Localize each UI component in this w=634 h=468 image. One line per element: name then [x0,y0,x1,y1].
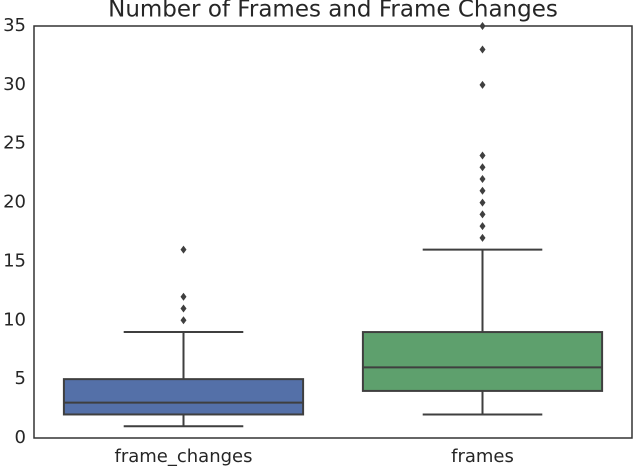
y-tick-label: 0 [15,427,26,448]
flier [479,22,486,30]
y-tick-label: 20 [3,192,26,213]
flier [180,245,187,254]
plot-frame [33,25,633,439]
y-tick-label: 15 [3,250,26,271]
chart-title: Number of Frames and Frame Changes [108,0,558,23]
box [62,378,305,416]
flier [180,292,187,301]
y-tick-label: 5 [15,368,26,389]
y-tick-label: 35 [3,15,26,36]
y-tick-label: 30 [3,74,26,95]
flier [479,222,486,231]
x-tick-label: frame_changes [115,446,253,467]
flier [479,175,486,184]
flier [479,198,486,207]
flier [180,304,187,313]
box [361,331,604,392]
flier [479,186,486,195]
flier [479,80,486,89]
y-tick-label: 25 [3,133,26,154]
flier [479,163,486,172]
flier [479,210,486,219]
y-tick-label: 10 [3,309,26,330]
flier [180,316,187,325]
x-tick-label: frames [451,446,514,467]
flier [479,233,486,242]
flier [479,151,486,160]
flier [479,45,486,54]
